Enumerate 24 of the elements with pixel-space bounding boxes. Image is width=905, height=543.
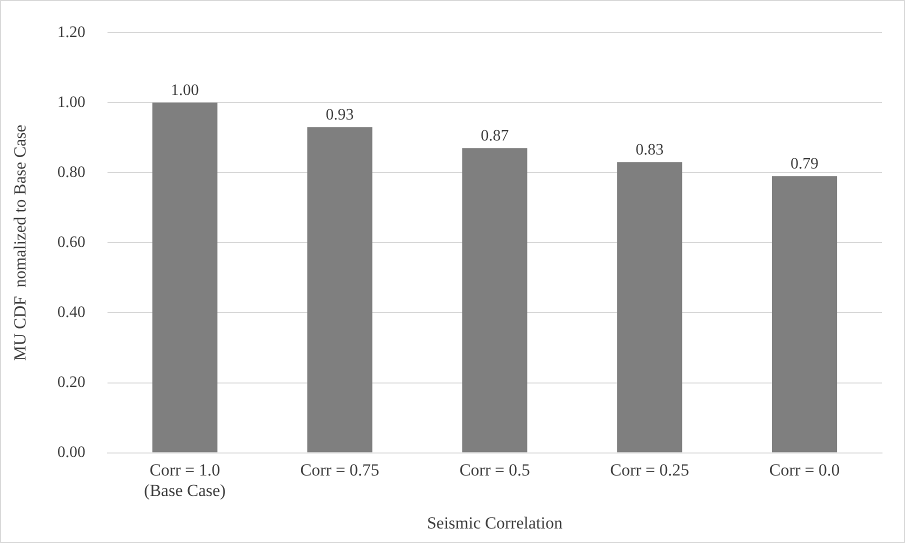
data-label: 0.83 — [636, 141, 664, 158]
y-tick-label: 0.60 — [57, 234, 86, 251]
y-axis-title: MU CDF nomalized to Base Case — [10, 124, 30, 361]
x-tick-label: Corr = 1.0 (Base Case) — [144, 460, 226, 500]
data-label: 0.79 — [790, 155, 819, 172]
bar — [772, 176, 838, 452]
x-tick-label: Corr = 0.0 — [769, 460, 840, 480]
bar — [617, 162, 682, 452]
x-tick-label: Corr = 0.5 — [459, 460, 530, 480]
y-tick-label: 0.40 — [57, 304, 86, 321]
y-tick-label: 1.00 — [57, 94, 86, 111]
bar — [307, 127, 372, 452]
x-tick-label: Corr = 0.75 — [300, 460, 380, 480]
bar — [152, 102, 218, 452]
y-tick-label: 0.20 — [57, 374, 86, 391]
y-tick-label: 0.00 — [57, 444, 86, 462]
bar — [462, 148, 528, 452]
x-axis-title: Seismic Correlation — [426, 513, 563, 532]
data-label: 0.93 — [326, 106, 354, 124]
y-tick-label: 0.80 — [57, 164, 86, 181]
x-tick-label: Corr = 0.25 — [610, 460, 690, 480]
data-label: 1.00 — [170, 82, 199, 99]
data-label: 0.87 — [480, 127, 509, 144]
y-tick-label: 1.20 — [57, 24, 86, 41]
